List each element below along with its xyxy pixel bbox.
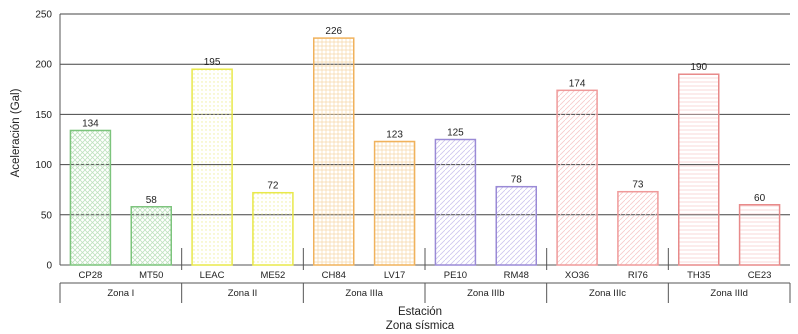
bar-xo36 bbox=[556, 89, 598, 266]
zone-label: Zona I bbox=[107, 288, 134, 299]
y-tick-label: 250 bbox=[35, 10, 52, 21]
zone-label: Zona IIId bbox=[710, 288, 748, 299]
x-tick-label: LEAC bbox=[200, 270, 225, 281]
data-label-pe10: 125 bbox=[447, 128, 464, 139]
bars: 134 58 195 72 226 123 125 78 174 73 190 60 bbox=[69, 26, 781, 266]
zone-label: Zona IIIc bbox=[589, 288, 626, 299]
data-label-cp28: 134 bbox=[82, 118, 99, 129]
x-tick-label: XO36 bbox=[565, 270, 589, 281]
bar-me52 bbox=[252, 191, 294, 266]
zone-label: Zona IIIa bbox=[345, 288, 383, 299]
data-label-ce23: 60 bbox=[754, 193, 766, 204]
y-tick-label: 50 bbox=[41, 210, 53, 221]
x-tick-label: RM48 bbox=[504, 270, 529, 281]
data-label-mt50: 58 bbox=[146, 195, 158, 206]
y-axis-title: Aceleración (Gal) bbox=[10, 88, 22, 177]
bar-ri76 bbox=[617, 190, 659, 266]
x-tick-label: ME52 bbox=[261, 270, 286, 281]
x-tick-label: CP28 bbox=[79, 270, 103, 281]
x-tick-label: RI76 bbox=[628, 270, 648, 281]
x-tick-label: CE23 bbox=[748, 270, 772, 281]
x-tick-label: PE10 bbox=[444, 270, 467, 281]
data-label-th35: 190 bbox=[690, 62, 707, 73]
y-tick-label: 0 bbox=[46, 261, 52, 272]
y-axis-ticks: 0 50 100 150 200 250 bbox=[35, 10, 52, 272]
bar-th35 bbox=[678, 73, 720, 266]
x-tick-label: LV17 bbox=[384, 270, 405, 281]
data-label-ri76: 73 bbox=[632, 180, 644, 191]
bar-leac bbox=[191, 68, 233, 266]
zone-label: Zona II bbox=[228, 288, 258, 299]
bar-lv17 bbox=[373, 140, 416, 266]
y-tick-label: 150 bbox=[35, 110, 52, 121]
data-label-xo36: 174 bbox=[569, 78, 586, 89]
bar-pe10 bbox=[434, 138, 477, 266]
bar-cp28 bbox=[69, 129, 112, 266]
data-label-rm48: 78 bbox=[511, 175, 523, 186]
bar-ce23 bbox=[738, 204, 781, 266]
y-tick-label: 200 bbox=[35, 60, 52, 71]
x-axis-title: Estación bbox=[398, 306, 442, 318]
data-label-me52: 72 bbox=[267, 181, 279, 192]
data-label-lv17: 123 bbox=[386, 130, 403, 141]
bar-rm48 bbox=[495, 185, 537, 266]
data-label-ch84: 226 bbox=[325, 26, 342, 37]
bar-mt50 bbox=[130, 206, 172, 266]
x-tick-label: TH35 bbox=[687, 270, 710, 281]
data-label-leac: 195 bbox=[204, 57, 221, 68]
x-axis-subtitle: Zona sísmica bbox=[386, 320, 455, 332]
x-tick-label: CH84 bbox=[322, 270, 346, 281]
x-tick-label: MT50 bbox=[139, 270, 163, 281]
y-tick-label: 100 bbox=[35, 160, 52, 171]
bar-ch84 bbox=[313, 37, 355, 266]
zone-label: Zona IIIb bbox=[467, 288, 505, 299]
x-axis: CP28 MT50 LEAC ME52 CH84 LV17 PE10 RM48 XO36 RI76… bbox=[59, 248, 791, 303]
